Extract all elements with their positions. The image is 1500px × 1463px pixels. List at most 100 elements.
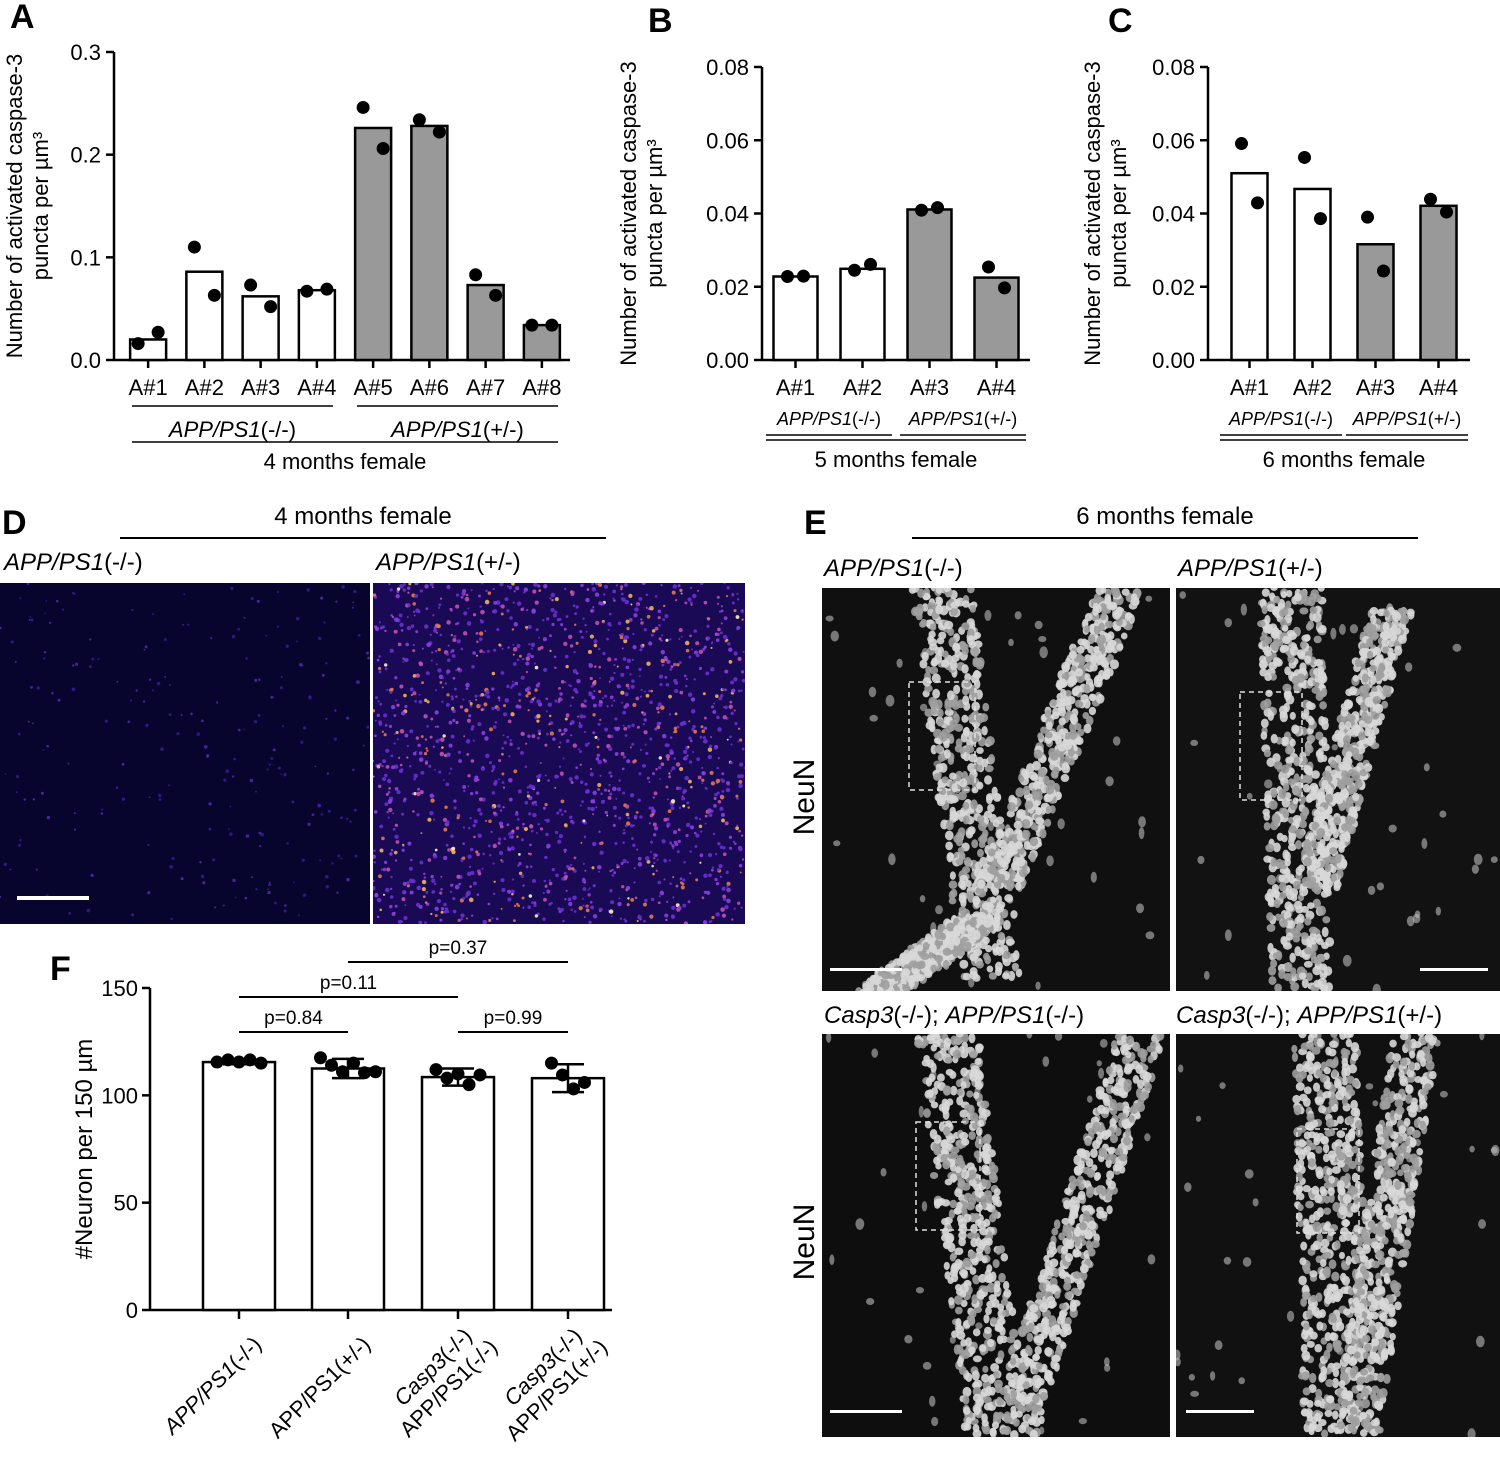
- panel-label-b: B: [648, 2, 673, 40]
- chart-c-x-tick-label: A#2: [1293, 375, 1332, 400]
- chart-a-y-tick-label: 0.1: [70, 245, 101, 270]
- chart-c: 0.00 0.02 0.04 0.06 0.08 Number of activated …: [1080, 55, 1470, 472]
- chart-b-y-tick-label: 0.02: [706, 275, 749, 300]
- chart-c-data-point: [1424, 192, 1437, 206]
- chart-c-group-label: APP/PS1(-/-): [1228, 409, 1333, 429]
- scale-bar-e-tr: [1420, 968, 1488, 971]
- chart-c-group-label: APP/PS1(+/-): [1352, 409, 1462, 429]
- chart-c-y-tick-label: 0.06: [1152, 128, 1195, 153]
- chart-b-data-point: [781, 269, 794, 283]
- chart-a-y-tick-label: 0.2: [70, 143, 101, 168]
- chart-b-data-point: [982, 260, 995, 274]
- micrograph-e-casp3-app: [1176, 1034, 1500, 1437]
- chart-c-y-tick-label: 0.08: [1152, 55, 1195, 80]
- chart-a-bar: [410, 124, 449, 362]
- chart-c-data-point: [1235, 137, 1248, 151]
- chart-a-bar: [297, 288, 337, 362]
- chart-b-bar: [772, 275, 819, 362]
- chart-f-data-point: [221, 1053, 235, 1067]
- micrograph-e-control: [822, 588, 1170, 991]
- micrograph-d-app: [373, 583, 745, 924]
- panel-e-header-line: [912, 537, 1418, 539]
- chart-c-data-point: [1361, 210, 1374, 224]
- chart-a-x-tick-label: A#8: [522, 375, 561, 400]
- chart-f-data-point: [314, 1051, 327, 1065]
- chart-b-x-tick-label: A#1: [776, 375, 815, 400]
- panel-label-f: F: [50, 950, 71, 988]
- chart-a-bar: [185, 270, 224, 362]
- chart-f-data-point: [473, 1068, 487, 1082]
- chart-a-x-tick-label: A#1: [129, 375, 168, 400]
- chart-c-data-point: [1440, 205, 1453, 219]
- chart-b-data-point: [998, 281, 1011, 295]
- chart-f-p-value: p=0.84: [264, 1008, 323, 1029]
- chart-a-bar: [353, 126, 393, 362]
- chart-a-data-point: [489, 288, 503, 302]
- chart-f-p-value: p=0.37: [429, 938, 488, 959]
- chart-a-x-tick-label: A#4: [297, 375, 336, 400]
- chart-a-data-point: [545, 318, 559, 332]
- micrograph-e-app: [1176, 588, 1500, 991]
- chart-c-y-label-units: puncta per µm³: [1106, 139, 1131, 287]
- scale-bar-d: [17, 896, 89, 900]
- chart-a-data-point: [412, 113, 426, 127]
- panel-d-right-label: APP/PS1(+/-): [376, 549, 521, 576]
- scale-bar-e-br: [1186, 1410, 1254, 1413]
- micrograph-e-casp3-control: [822, 1034, 1170, 1437]
- chart-b-bar: [973, 276, 1020, 362]
- chart-f-data-point: [325, 1058, 338, 1072]
- panel-e-bl-label: Casp3(-/-); APP/PS1(-/-): [824, 1002, 1085, 1029]
- chart-b-bar: [839, 267, 886, 362]
- panel-label-a: A: [10, 0, 35, 36]
- chart-a-footer: 4 months female: [264, 449, 427, 474]
- scale-bar-e-bl: [830, 1410, 902, 1413]
- chart-a-y-label: Number of activated caspase-3: [2, 54, 27, 359]
- chart-a-y-label-units: puncta per µm³: [28, 132, 53, 280]
- chart-f-data-point: [232, 1055, 246, 1069]
- chart-a-data-point: [151, 325, 165, 339]
- chart-c-x-tick-label: A#4: [1419, 375, 1458, 400]
- chart-a-data-point: [525, 318, 539, 332]
- micrograph-d-control: [0, 583, 370, 924]
- chart-a-group-label: APP/PS1(-/-): [167, 417, 296, 442]
- neun-row-label-bottom: NeuN: [788, 1203, 821, 1281]
- chart-f-data-point: [429, 1063, 443, 1077]
- chart-b-data-point: [931, 201, 944, 215]
- chart-b-y-tick-label: 0.06: [706, 128, 749, 153]
- scale-bar-e-tl: [830, 968, 902, 971]
- chart-a-x-tick-label: A#6: [410, 375, 449, 400]
- chart-a-x-tick-label: A#7: [466, 375, 505, 400]
- chart-c-bar: [1356, 243, 1395, 362]
- chart-c-data-point: [1377, 264, 1390, 278]
- chart-f: 0 50 100 150 #Neuron per 150 µm APP/PS1(-/-)A…: [71, 938, 612, 1446]
- chart-a-data-point: [300, 284, 314, 298]
- chart-f-data-point: [369, 1065, 382, 1079]
- chart-f-bar: [420, 1075, 496, 1312]
- chart-a: 0.0 0.1 0.2 0.3 Number of activated caspase-…: [2, 40, 570, 474]
- chart-f-data-point: [578, 1075, 591, 1089]
- chart-b-group-label: APP/PS1(-/-): [776, 409, 881, 429]
- chart-a-data-point: [320, 282, 334, 296]
- chart-a-group-label: APP/PS1(+/-): [389, 417, 524, 442]
- chart-a-x-tick-label: A#2: [185, 375, 224, 400]
- chart-f-x-tick-label: Casp3(-/-)APP/PS1(+/-): [499, 1323, 612, 1446]
- chart-c-data-point: [1251, 196, 1264, 210]
- panel-d-left-label: APP/PS1(-/-): [4, 549, 143, 576]
- chart-b: 0.00 0.02 0.04 0.06 0.08 Number of activated …: [616, 55, 1030, 472]
- chart-a-data-point: [264, 300, 278, 314]
- chart-b-y-label-units: puncta per µm³: [642, 139, 667, 287]
- chart-f-y-label: #Neuron per 150 µm: [71, 1039, 98, 1260]
- chart-f-bar: [310, 1067, 386, 1312]
- chart-b-y-label: Number of activated caspase-3: [616, 61, 641, 366]
- chart-a-data-point: [207, 288, 221, 302]
- chart-c-y-label: Number of activated caspase-3: [1080, 61, 1105, 366]
- chart-f-data-point: [545, 1056, 558, 1070]
- chart-f-bar: [201, 1060, 277, 1312]
- chart-b-footer: 5 months female: [815, 447, 978, 472]
- chart-f-data-point: [462, 1078, 476, 1092]
- chart-b-data-point: [797, 269, 810, 283]
- chart-c-bar: [1419, 204, 1458, 362]
- panel-e-br-label: Casp3(-/-); APP/PS1(+/-): [1176, 1002, 1443, 1029]
- chart-b-x-tick-label: A#3: [910, 375, 949, 400]
- chart-a-x-tick-label: A#5: [354, 375, 393, 400]
